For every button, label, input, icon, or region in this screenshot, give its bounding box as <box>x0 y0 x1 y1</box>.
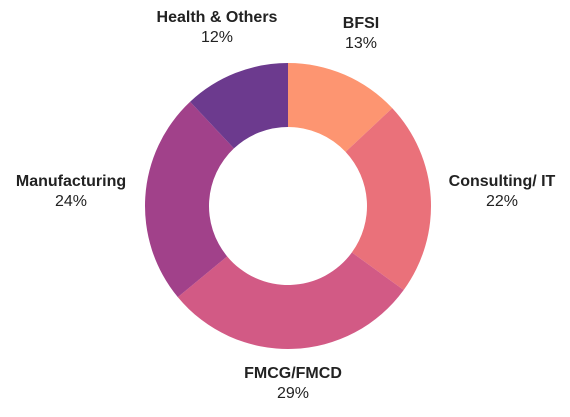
slice-label-health-others: Health & Others 12% <box>142 8 292 48</box>
donut-slice-fmcg-fmcd <box>177 252 404 349</box>
slice-label-bfsi: BFSI 13% <box>318 14 404 54</box>
slice-label-consulting-it: Consulting/ IT 22% <box>438 172 566 212</box>
slice-name: FMCG/FMCD <box>244 365 342 382</box>
slice-percent: 24% <box>54 193 88 210</box>
slice-name: Health & Others <box>156 9 278 26</box>
donut-slice-consulting-it <box>345 108 431 291</box>
slice-percent: 22% <box>485 193 519 210</box>
slice-name: BFSI <box>342 15 380 32</box>
slice-label-fmcg-fmcd: FMCG/FMCD 29% <box>228 364 358 404</box>
donut-slice-manufacturing <box>145 101 234 298</box>
slice-name: Consulting/ IT <box>448 173 556 190</box>
slice-name: Manufacturing <box>15 173 127 190</box>
slice-percent: 12% <box>200 29 234 46</box>
donut-slices <box>145 63 431 349</box>
slice-percent: 29% <box>276 385 310 402</box>
donut-slice-bfsi <box>288 63 393 152</box>
slice-label-manufacturing: Manufacturing 24% <box>2 172 140 212</box>
donut-slice-health-others <box>190 63 288 149</box>
slice-percent: 13% <box>344 35 378 52</box>
